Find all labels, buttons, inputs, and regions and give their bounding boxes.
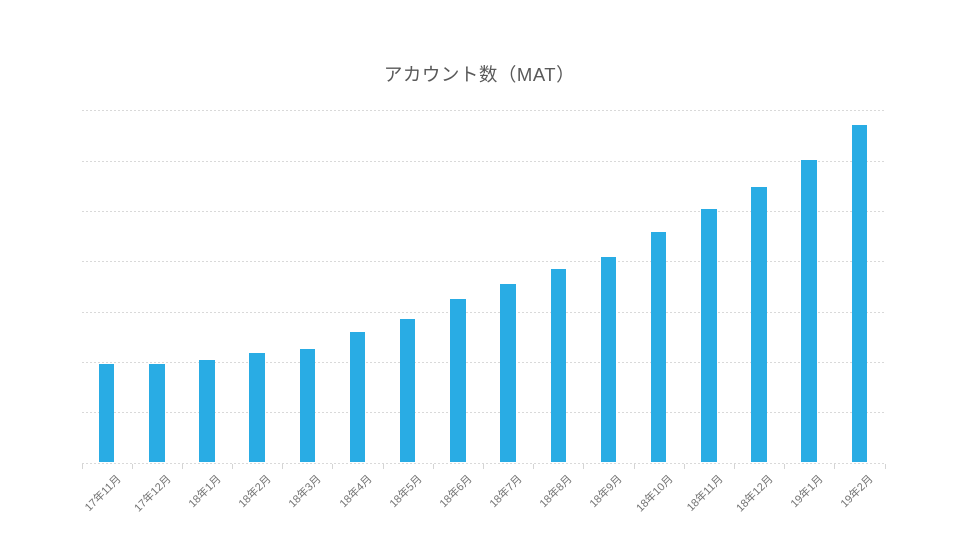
bar [349, 331, 366, 463]
gridline [81, 210, 885, 212]
x-axis-label: 17年11月 [82, 472, 124, 514]
x-axis-tick [834, 463, 836, 469]
x-axis-tick [733, 463, 735, 469]
x-axis-label: 18年2月 [236, 472, 274, 510]
x-axis-tick [332, 463, 334, 469]
x-axis-label: 18年5月 [387, 472, 425, 510]
x-axis-label: 18年6月 [437, 472, 475, 510]
x-axis-tick [181, 463, 183, 469]
gridline [81, 160, 885, 162]
gridline [81, 311, 885, 313]
x-axis-label: 18年9月 [588, 472, 626, 510]
gridline [81, 261, 885, 263]
bar [199, 359, 215, 463]
bar [149, 364, 165, 463]
x-axis-label: 19年2月 [838, 472, 877, 510]
gridline [81, 361, 885, 363]
x-axis-label: 18年11月 [684, 472, 726, 514]
bar [550, 268, 567, 463]
x-axis-tick [282, 463, 284, 469]
x-axis-label: 18年4月 [337, 472, 375, 510]
bar [450, 299, 466, 463]
x-axis-tick [884, 463, 886, 469]
chart-title: アカウント数（MAT） [383, 64, 576, 85]
bar [801, 159, 817, 463]
x-axis-tick [432, 463, 434, 469]
bar [249, 353, 265, 463]
x-axis-tick [382, 463, 384, 469]
x-axis-label: 17年12月 [132, 472, 174, 514]
bar [701, 209, 717, 463]
bar [500, 284, 516, 463]
x-axis-line [81, 462, 886, 464]
x-axis-tick [483, 463, 484, 469]
bar [650, 231, 667, 463]
x-axis-label: 19年1月 [788, 472, 826, 510]
bar [751, 187, 767, 463]
x-axis-tick [81, 463, 83, 469]
x-axis-label: 18年12月 [734, 472, 776, 514]
x-axis-label: 18年1月 [186, 472, 224, 510]
x-axis-tick [633, 463, 635, 469]
bar [851, 124, 868, 463]
x-axis-label: 18年3月 [286, 472, 324, 510]
bar [299, 348, 316, 463]
x-axis-tick [131, 463, 133, 469]
x-axis-tick [533, 463, 535, 469]
gridline [81, 110, 885, 112]
x-axis-tick [683, 463, 685, 469]
x-axis-tick [784, 463, 786, 469]
x-axis-tick [583, 463, 585, 469]
x-axis-label: 18年7月 [487, 472, 525, 510]
x-axis-label: 18年10月 [633, 472, 676, 514]
gridline [81, 412, 885, 414]
bar [399, 319, 416, 463]
x-axis-label: 18年8月 [537, 472, 575, 510]
bar [98, 363, 115, 463]
bar [600, 256, 617, 463]
x-axis-tick [232, 463, 234, 469]
